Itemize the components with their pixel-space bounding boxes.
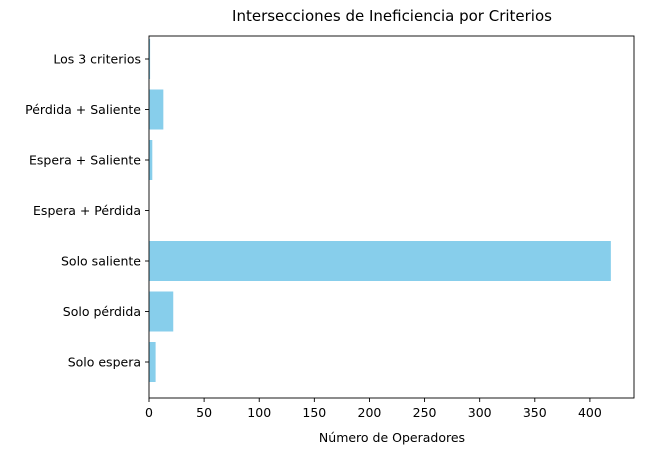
x-tick-label: 0: [145, 405, 153, 420]
x-tick-label: 300: [468, 405, 492, 420]
bar-perdida-plus-saliente: [149, 89, 164, 130]
x-tick-label: 150: [302, 405, 326, 420]
x-axis-label: Número de Operadores: [319, 430, 465, 445]
x-tick-label: 250: [413, 405, 437, 420]
chart-title: Intersecciones de Ineficiencia por Crite…: [232, 7, 552, 25]
y-tick-label: Solo espera: [68, 355, 141, 370]
bar-espera-plus-saliente: [149, 140, 153, 180]
bars-layer: [149, 39, 611, 382]
y-tick-label: Solo saliente: [61, 254, 141, 269]
x-tick-label: 200: [358, 405, 382, 420]
bar-los-3-criterios: [149, 39, 151, 79]
y-tick-label: Pérdida + Saliente: [25, 102, 141, 117]
x-tick-label: 50: [196, 405, 212, 420]
plot-area-frame: [148, 35, 635, 399]
y-tick-label: Espera + Pérdida: [33, 203, 141, 218]
y-tick-label: Los 3 criterios: [53, 52, 141, 67]
bar-solo-espera: [149, 342, 156, 382]
bar-solo-saliente: [149, 241, 611, 281]
x-tick-label: 350: [523, 405, 547, 420]
ticks-layer: Solo espera Solo pérdida Solo saliente Espe…: [25, 52, 602, 421]
x-tick-label: 400: [578, 405, 602, 420]
y-tick-label: Espera + Saliente: [29, 153, 141, 168]
x-tick-label: 100: [247, 405, 271, 420]
y-tick-label: Solo pérdida: [63, 304, 141, 319]
bar-solo-perdida: [149, 291, 174, 332]
